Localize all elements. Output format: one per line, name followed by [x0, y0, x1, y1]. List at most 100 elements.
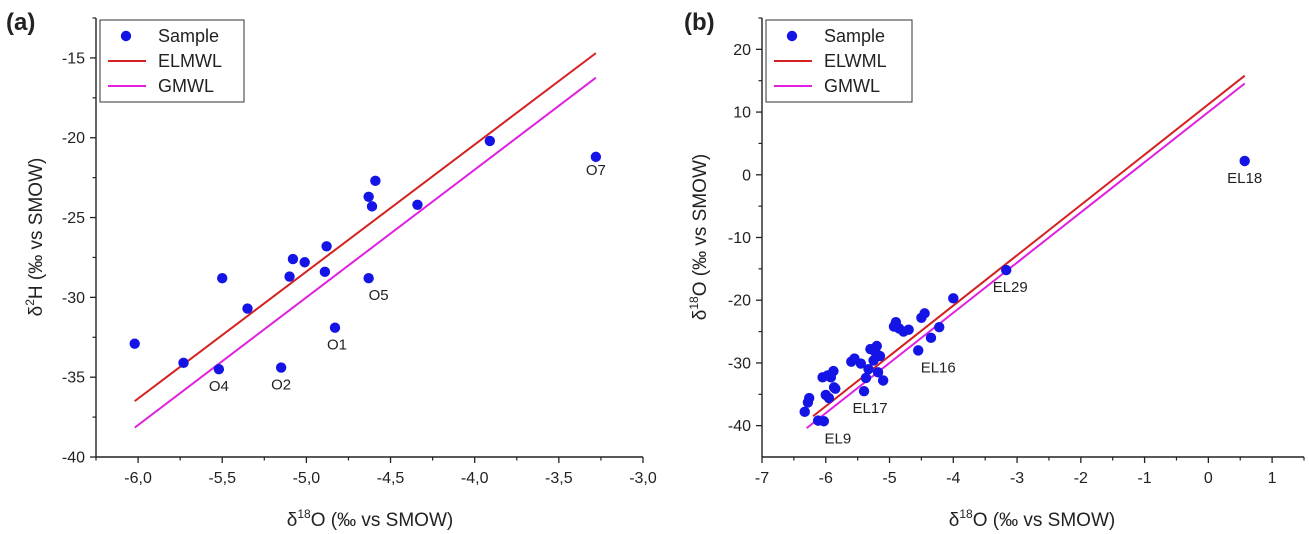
y-tick-label: -20	[62, 130, 85, 147]
sample-point	[217, 273, 228, 284]
series-line-elwml	[812, 74, 1246, 418]
sample-point	[329, 322, 341, 333]
y-tick-label: 10	[733, 105, 751, 122]
point-annotation: EL9	[825, 430, 852, 447]
legend-label: ELMWL	[158, 51, 222, 71]
x-tick-label: -5	[882, 470, 896, 487]
y-axis-title-superscript: 2	[23, 299, 37, 306]
series-line-elmwl	[134, 52, 597, 402]
legend-marker-sample	[786, 30, 798, 42]
sample-point	[823, 392, 835, 404]
sample-point	[590, 151, 602, 163]
point-annotation: O7	[586, 162, 606, 179]
sample-point	[284, 271, 295, 282]
x-axis-title-prefix: δ	[287, 510, 298, 531]
sample-point	[213, 364, 225, 375]
sample-point	[877, 375, 889, 386]
panel-label: (a)	[6, 9, 35, 36]
series-line-gmwl	[806, 82, 1246, 429]
y-axis-title-prefix: δ	[26, 306, 47, 317]
chart-panel-b: (b)-7 -6 -5 -4 -3 -2 -1 0 1-40-30-20-1001020δ18O…	[684, 9, 1305, 531]
sample-point	[412, 199, 423, 210]
x-tick-label: -4,0	[461, 470, 489, 487]
y-tick-label: -10	[728, 230, 751, 247]
sample-point	[863, 364, 874, 375]
y-tick-label: -25	[62, 210, 85, 227]
legend: Sample ELWML GMWL	[765, 19, 913, 103]
x-axis-title-suffix: O (‰ vs SMOW)	[973, 510, 1115, 531]
x-tick-label: -3	[1010, 470, 1024, 487]
sample-point	[287, 253, 299, 265]
x-tick-label: -5,5	[208, 470, 236, 487]
y-tick-label: 20	[733, 42, 751, 59]
y-axis-title: δ2H (‰ vs SMOW)	[23, 158, 47, 317]
legend-label: Sample	[824, 26, 885, 46]
x-tick-label: -1	[1137, 470, 1151, 487]
legend-label: Sample	[158, 26, 219, 46]
x-tick-label: -6,0	[124, 470, 152, 487]
sample-point	[275, 362, 287, 373]
y-tick-label: 0	[742, 167, 751, 184]
point-annotation: EL16	[921, 359, 956, 376]
x-tick-label: -3,5	[545, 470, 573, 487]
sample-point	[919, 308, 930, 319]
sample-point	[874, 350, 886, 362]
chart-panel-a: (a) -6,0 -5,5 -5,0 -4,5 -4,0 -3,5 -3,0 -40 -35 -30…	[6, 9, 657, 531]
legend-label: GMWL	[158, 76, 214, 96]
sample-point	[366, 201, 378, 212]
sample-point	[799, 406, 810, 418]
y-axis-title-prefix: δ	[690, 310, 711, 321]
x-tick-label: -4	[946, 470, 960, 487]
x-tick-label: -7	[755, 470, 769, 487]
legend: Sample ELMWL GMWL	[99, 19, 245, 103]
legend-label: ELWML	[824, 51, 887, 71]
point-annotation: O1	[327, 337, 347, 354]
point-annotation: O2	[271, 377, 291, 394]
sample-point	[1239, 155, 1250, 167]
sample-point	[925, 332, 937, 344]
sample-point	[913, 345, 924, 356]
sample-point	[803, 392, 815, 404]
point-annotation: EL29	[993, 279, 1028, 296]
y-tick-label: -15	[62, 50, 85, 67]
sample-point	[363, 191, 374, 202]
sample-point	[828, 365, 839, 377]
point-annotation: O4	[209, 378, 229, 395]
sample-point	[871, 340, 882, 352]
y-axis-title: δ18O (‰ vs SMOW)	[687, 154, 711, 320]
point-annotation: EL17	[853, 400, 888, 417]
sample-point	[818, 416, 830, 427]
y-tick-label: -40	[62, 450, 85, 467]
x-axis-title-superscript: 18	[297, 507, 311, 521]
sample-point	[858, 385, 870, 397]
x-tick-label: -2	[1074, 470, 1088, 487]
sample-point	[363, 273, 374, 284]
sample-point	[872, 367, 884, 378]
y-axis-title-superscript: 18	[687, 296, 701, 310]
y-tick-label: -30	[728, 355, 751, 372]
sample-point	[484, 135, 496, 147]
sample-point	[242, 303, 253, 314]
y-axis-title-suffix: O (‰ vs SMOW)	[690, 154, 711, 296]
sample-point	[948, 293, 959, 304]
x-axis-title: δ18O (‰ vs SMOW)	[949, 507, 1115, 531]
sample-point	[855, 358, 867, 369]
x-axis-title-suffix: O (‰ vs SMOW)	[311, 510, 453, 531]
point-annotation: EL18	[1227, 170, 1262, 187]
x-axis-title-superscript: 18	[959, 507, 973, 521]
x-axis-title: δ18O (‰ vs SMOW)	[287, 507, 453, 531]
sample-point	[370, 175, 381, 187]
legend-label: GMWL	[824, 76, 880, 96]
sample-point	[860, 372, 872, 384]
panel-label: (b)	[684, 9, 715, 36]
sample-point	[129, 338, 140, 349]
x-tick-label: -4,5	[377, 470, 405, 487]
sample-point	[299, 257, 310, 268]
point-annotation: O5	[369, 287, 389, 304]
x-tick-label: 0	[1204, 470, 1213, 487]
y-axis-title-suffix: H (‰ vs SMOW)	[26, 158, 47, 299]
sample-point	[178, 357, 189, 369]
sample-point	[830, 383, 841, 394]
y-tick-label: -20	[728, 293, 751, 310]
